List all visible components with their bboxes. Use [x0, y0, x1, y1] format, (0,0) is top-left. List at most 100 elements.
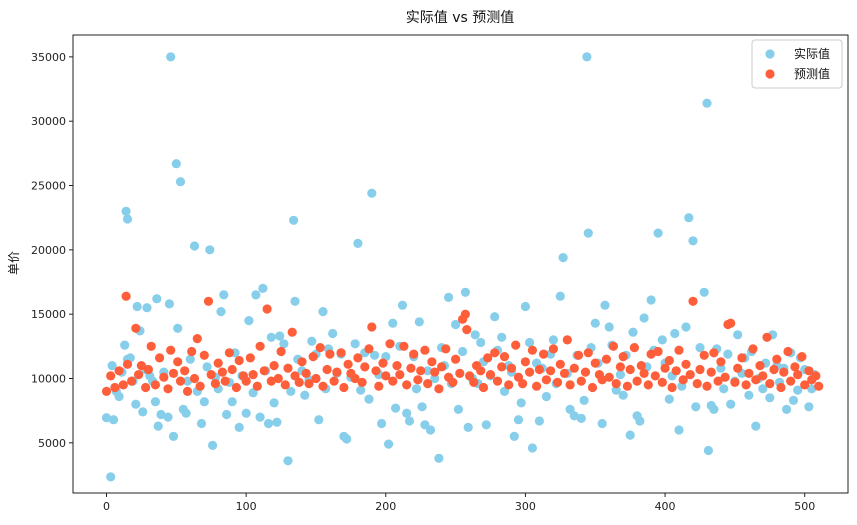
data-point [703, 445, 714, 456]
data-point [263, 418, 274, 429]
data-point [733, 330, 743, 340]
data-point [143, 364, 153, 375]
data-point [413, 375, 423, 385]
data-point [758, 384, 768, 394]
data-point [555, 291, 565, 301]
data-point [709, 348, 719, 358]
data-point [516, 398, 526, 408]
data-point [579, 395, 589, 405]
data-point [328, 328, 338, 339]
data-point [460, 287, 470, 297]
data-point [664, 394, 674, 404]
data-point [481, 420, 491, 430]
data-point [164, 299, 174, 309]
data-point [539, 349, 549, 359]
data-point [114, 366, 124, 376]
data-point [222, 409, 232, 420]
data-point [220, 376, 230, 386]
data-point [699, 287, 709, 297]
plot-frame [72, 34, 849, 494]
data-point [391, 403, 401, 413]
data-point [244, 316, 254, 326]
data-point [492, 376, 503, 386]
data-point [800, 380, 810, 390]
data-point [195, 381, 205, 391]
y-tick-label: 25000 [31, 180, 66, 193]
data-point [744, 390, 754, 400]
data-point [187, 346, 197, 357]
data-point [279, 339, 289, 349]
data-point [406, 363, 416, 373]
data-point [141, 382, 151, 393]
data-point [417, 402, 427, 412]
data-point [569, 411, 579, 421]
data-point [604, 372, 614, 382]
data-point [189, 241, 200, 251]
data-point [465, 371, 475, 381]
data-point [399, 341, 409, 351]
data-point [388, 376, 398, 386]
data-point [548, 335, 559, 345]
data-point [101, 386, 112, 396]
data-point [590, 318, 600, 328]
data-point [134, 370, 144, 380]
data-point [283, 456, 293, 466]
data-point [653, 228, 663, 238]
data-point [381, 371, 391, 381]
data-point [101, 413, 112, 423]
y-tick-label: 30000 [31, 115, 66, 128]
data-point [478, 382, 489, 393]
data-point [541, 391, 552, 402]
data-point [395, 370, 405, 380]
data-point [276, 346, 286, 357]
data-point [678, 375, 688, 385]
data-point [520, 301, 531, 312]
data-point [811, 371, 821, 381]
data-point [402, 408, 412, 418]
data-point [751, 421, 761, 431]
data-point [364, 344, 374, 354]
data-point [416, 366, 426, 376]
data-point [546, 366, 556, 376]
data-point [275, 331, 285, 341]
data-point [106, 371, 116, 381]
data-point [248, 388, 258, 398]
data-point [234, 355, 244, 366]
data-point [166, 345, 176, 355]
legend-label: 实际值 [794, 46, 830, 61]
data-point [322, 364, 332, 375]
data-point [513, 415, 524, 425]
data-point [353, 353, 363, 363]
data-point [657, 335, 667, 345]
data-point [548, 344, 559, 354]
data-point [628, 327, 638, 337]
data-point [251, 290, 261, 300]
data-point [280, 380, 290, 390]
data-point [258, 283, 268, 293]
data-point [460, 309, 470, 319]
data-point [497, 332, 507, 342]
data-point [336, 348, 346, 358]
data-point [646, 295, 656, 305]
data-point [601, 354, 612, 364]
data-point [758, 371, 768, 381]
data-point [532, 381, 542, 391]
data-point [273, 373, 283, 384]
data-point [716, 357, 726, 367]
x-tick-label: 400 [655, 500, 676, 513]
x-tick-label: 300 [515, 500, 536, 513]
data-point [367, 188, 377, 198]
x-axis: 0 100 200 300 400 500 [103, 493, 815, 513]
data-point [217, 367, 227, 377]
data-point [289, 215, 299, 225]
data-point [509, 431, 519, 441]
data-point [397, 300, 408, 310]
data-point [153, 421, 163, 431]
data-point [804, 366, 814, 376]
data-point [430, 367, 440, 377]
x-tick-label: 0 [103, 500, 110, 513]
data-point [463, 422, 473, 432]
data-point [462, 325, 472, 335]
data-point [360, 362, 370, 372]
